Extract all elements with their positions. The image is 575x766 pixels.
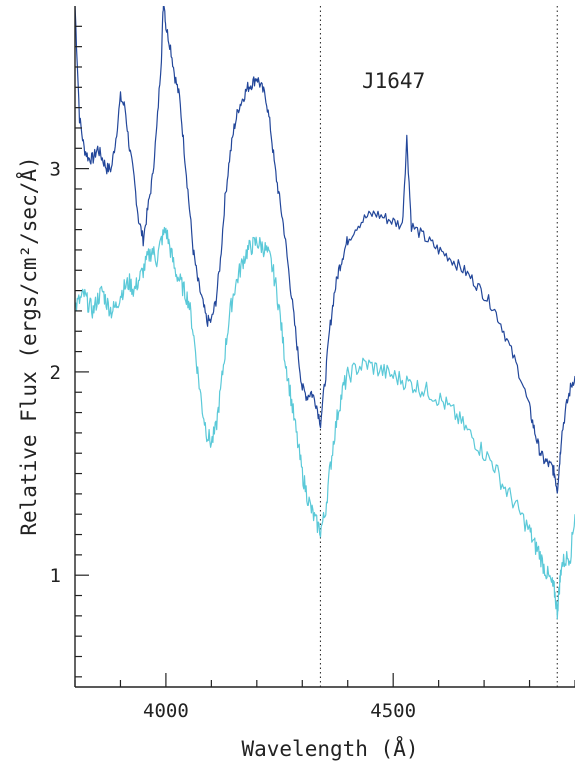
y-axis-title: Relative Flux (ergs/cm²/sec/Å) [15,156,41,535]
x-tick-label: 4000 [143,700,189,722]
balmer-line-markers [319,6,558,687]
spectrum-line-dark [75,6,575,494]
axes [74,6,575,688]
x-tick-label: 4500 [370,700,416,722]
spectrum-line-light [75,226,575,620]
series-layer [75,6,575,620]
y-tick-label: 1 [50,565,61,587]
x-axis-title: Wavelength (Å) [241,735,418,761]
y-tick-label: 2 [50,362,61,384]
ticks: 4000 4500 1 2 3 [50,25,575,722]
object-annotation: J1647 [362,69,425,93]
y-tick-label: 3 [50,159,61,181]
